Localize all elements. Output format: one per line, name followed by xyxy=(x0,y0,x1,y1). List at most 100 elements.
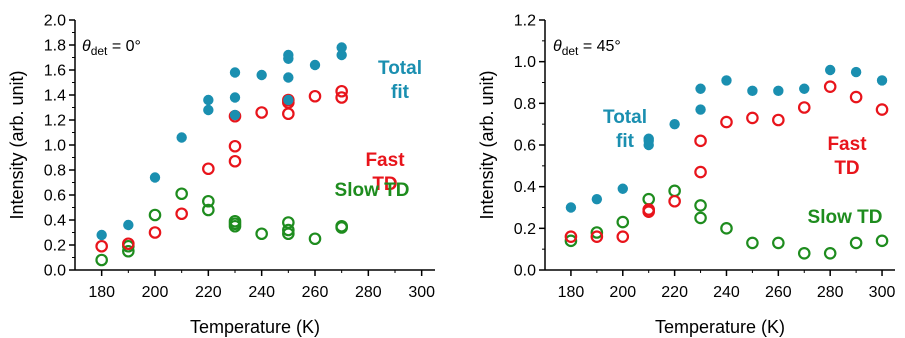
data-point xyxy=(642,205,656,218)
theta-subscript: det xyxy=(562,44,579,58)
y-tick-label: 0.8 xyxy=(44,163,66,180)
data-point xyxy=(799,83,810,94)
data-point xyxy=(122,244,135,258)
x-tick-label: 280 xyxy=(355,284,382,301)
data-point xyxy=(720,115,733,129)
x-tick-label: 280 xyxy=(817,284,844,301)
data-point xyxy=(282,107,295,121)
data-point xyxy=(642,192,656,206)
series-total-fit xyxy=(565,64,888,213)
series-label: Total fit xyxy=(603,107,647,152)
y-tick-label: 1.2 xyxy=(514,13,536,30)
data-point xyxy=(335,221,348,234)
x-tick-label: 200 xyxy=(142,284,169,301)
data-point xyxy=(309,59,321,71)
y-tick-label: 1.8 xyxy=(44,38,66,55)
data-point xyxy=(876,75,888,86)
x-axis-label: Temperature (K) xyxy=(190,317,320,337)
data-point xyxy=(773,85,784,97)
data-point xyxy=(308,89,322,103)
detector-angle-label: θdet = 0° xyxy=(82,38,141,58)
series-label-line: Fast xyxy=(365,150,405,171)
data-point xyxy=(228,154,242,168)
y-tick-label: 0.6 xyxy=(44,188,66,205)
data-point xyxy=(123,219,134,231)
theta-symbol: θ xyxy=(82,38,91,55)
data-point xyxy=(95,253,108,267)
series-label-line: Fast xyxy=(827,134,867,155)
data-point xyxy=(175,207,188,221)
data-point xyxy=(203,94,214,106)
series-fast-td xyxy=(95,84,348,253)
data-point xyxy=(229,109,241,121)
data-point xyxy=(336,49,347,61)
data-point xyxy=(695,104,706,115)
series-label: Slow TD xyxy=(335,180,410,201)
data-point xyxy=(616,215,630,229)
data-point xyxy=(335,91,348,104)
series-label-line: fit xyxy=(391,82,410,103)
x-tick-label: 260 xyxy=(765,284,792,301)
data-point xyxy=(202,203,215,217)
y-tick-label: 1.4 xyxy=(44,88,66,105)
data-point xyxy=(694,134,707,148)
data-point xyxy=(283,53,294,64)
data-point xyxy=(669,118,680,130)
x-tick-label: 300 xyxy=(869,284,896,301)
data-point xyxy=(772,236,785,250)
data-point xyxy=(849,90,863,104)
y-tick-label: 0.8 xyxy=(514,96,536,113)
data-point xyxy=(148,208,162,222)
data-point xyxy=(590,226,604,239)
series-label-line: TD xyxy=(834,158,859,179)
y-tick-label: 2.0 xyxy=(44,13,66,30)
data-point xyxy=(283,94,294,106)
series-fast-td xyxy=(564,80,889,243)
data-point xyxy=(564,234,578,248)
data-point xyxy=(336,42,347,53)
series-label: Fast TD xyxy=(827,134,867,179)
x-axis-label: Temperature (K) xyxy=(655,317,785,337)
y-axis-label: Intensity (arb. unit) xyxy=(7,70,27,219)
x-tick-label: 180 xyxy=(558,284,585,301)
x-tick-label: 300 xyxy=(408,284,435,301)
series-slow-td xyxy=(564,184,889,260)
data-point xyxy=(849,236,863,250)
data-point xyxy=(616,230,630,243)
data-point xyxy=(746,111,759,125)
data-point xyxy=(255,227,268,241)
data-point xyxy=(695,83,706,94)
y-tick-label: 0.4 xyxy=(44,213,66,230)
data-point xyxy=(335,84,348,98)
data-point xyxy=(282,223,295,237)
x-tick-label: 260 xyxy=(302,284,329,301)
data-point xyxy=(850,66,862,78)
y-tick-label: 0.6 xyxy=(514,138,536,155)
series-label-line: Slow TD xyxy=(335,180,410,201)
y-tick-label: 0.2 xyxy=(514,221,536,238)
series-label-line: Total xyxy=(378,58,422,79)
data-point xyxy=(591,193,603,205)
data-point xyxy=(175,187,188,201)
detector-angle-label: θdet = 45° xyxy=(553,38,621,58)
x-tick-label: 240 xyxy=(248,284,275,301)
series-slow-td xyxy=(95,187,348,267)
data-point xyxy=(202,194,215,208)
data-point xyxy=(283,72,294,83)
data-point xyxy=(772,113,785,127)
series-total-fit xyxy=(96,42,347,241)
y-tick-label: 1.6 xyxy=(44,63,66,80)
theta-subscript: det xyxy=(91,44,108,58)
data-point xyxy=(565,202,577,213)
y-tick-label: 1.2 xyxy=(44,113,66,130)
data-point xyxy=(720,222,733,235)
data-point xyxy=(122,237,135,251)
data-point xyxy=(95,239,108,253)
y-tick-label: 1.0 xyxy=(514,54,536,71)
data-point xyxy=(668,194,681,208)
data-point xyxy=(875,103,889,116)
y-tick-label: 0.4 xyxy=(514,179,536,196)
series-label: Slow TD xyxy=(808,207,883,228)
data-point xyxy=(746,236,759,250)
